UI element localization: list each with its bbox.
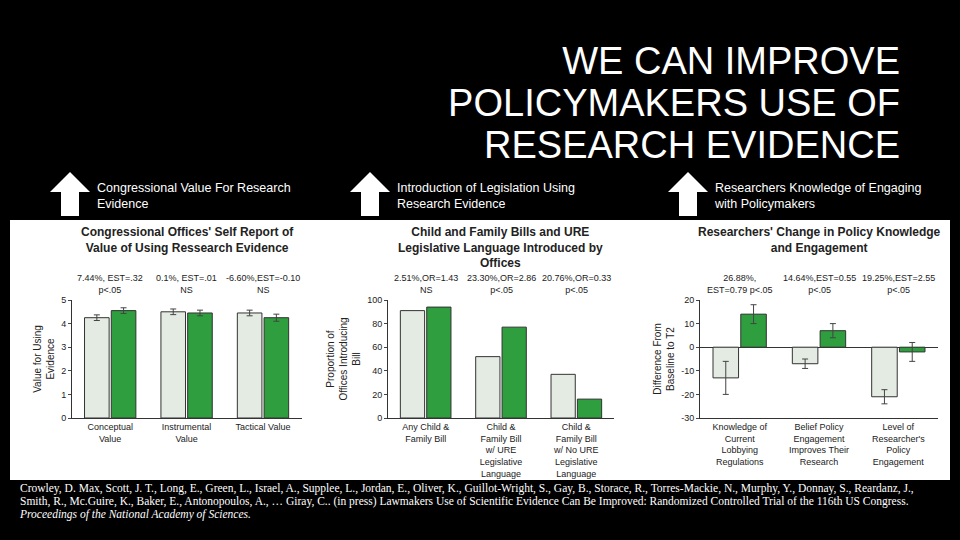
html-text:Introduction of Legislation Us: Introduction of Legislation Using Resear… [397, 181, 575, 211]
svg-text:20: 20 [684, 295, 694, 305]
svg-text:7.44%, EST=.32p<.05: 7.44%, EST=.32p<.05 [77, 273, 143, 295]
svg-text:Child &Family Billw/ URELegisl: Child &Family Billw/ URELegislativeLangu… [480, 422, 523, 479]
svg-text:Knowledge ofCurrentLobbyingReg: Knowledge ofCurrentLobbyingRegulations [712, 422, 767, 467]
svg-text:60: 60 [372, 342, 382, 352]
html-text:WE CAN IMPROVE POLICYMAKERS US: WE CAN IMPROVE POLICYMAKERS USE OF RESEA… [448, 40, 900, 166]
svg-text:-30: -30 [681, 413, 694, 423]
svg-text:Child &Family Billw/ No URELeg: Child &Family Billw/ No URELegislativeLa… [553, 422, 599, 479]
svg-text:40: 40 [372, 366, 382, 376]
svg-text:Congressional Offices' Self Re: Congressional Offices' Self Report ofVal… [81, 225, 294, 255]
svg-text:0: 0 [689, 342, 694, 352]
svg-text:10: 10 [684, 319, 694, 329]
svg-text:Belief PolicyEngagementImprove: Belief PolicyEngagementImproves TheirRes… [789, 422, 849, 467]
svg-text:ConceptualValue: ConceptualValue [87, 422, 133, 444]
svg-text:Tactical Value: Tactical Value [236, 422, 291, 432]
svg-text:Value for UsingEvidence: Value for UsingEvidence [32, 325, 56, 393]
svg-text:0: 0 [61, 413, 66, 423]
svg-text:1: 1 [61, 390, 66, 400]
svg-text:20: 20 [372, 390, 382, 400]
html-text:Crowley, D. Max, Scott, J. T.,: Crowley, D. Max, Scott, J. T., Long, E.,… [20, 482, 914, 507]
svg-text:Level ofResearcher'sPolicyEnga: Level ofResearcher'sPolicyEngagement [872, 422, 925, 467]
svg-text:26.88%,EST=0.79 p<.05: 26.88%,EST=0.79 p<.05 [707, 273, 773, 295]
svg-text:-6.60%,EST=-0.10NS: -6.60%,EST=-0.10NS [226, 273, 300, 295]
svg-text:Any Child &Family Bill: Any Child &Family Bill [402, 422, 449, 444]
svg-text:0: 0 [377, 413, 382, 423]
svg-text:Proportion ofOffices Introduci: Proportion ofOffices IntroducingBill [325, 317, 362, 400]
svg-text:0.1%, EST=.01NS: 0.1%, EST=.01NS [156, 273, 217, 295]
svg-text:80: 80 [372, 319, 382, 329]
svg-text:100: 100 [367, 295, 382, 305]
svg-text:4: 4 [61, 319, 66, 329]
svg-text:Researchers' Change in Policy: Researchers' Change in Policy Knowledgea… [698, 225, 941, 255]
svg-text:5: 5 [61, 295, 66, 305]
svg-text:2: 2 [61, 366, 66, 376]
svg-text:Child and Family Bills and URE: Child and Family Bills and URELegislativ… [398, 225, 603, 270]
svg-text:-20: -20 [681, 390, 694, 400]
html-text:Researchers Knowledge of Engag: Researchers Knowledge of Engaging with P… [715, 181, 922, 211]
svg-text:-10: -10 [681, 366, 694, 376]
svg-text:Difference FromBaseline to T2: Difference FromBaseline to T2 [652, 323, 676, 395]
svg-text:2.51%,OR=1.43NS: 2.51%,OR=1.43NS [394, 273, 458, 295]
svg-text:20.76%,OR=0.33p<.05: 20.76%,OR=0.33p<.05 [542, 273, 611, 295]
svg-text:19.25%,EST=2.55p<.05: 19.25%,EST=2.55p<.05 [862, 273, 935, 295]
html-text:Congressional Value For Resear: Congressional Value For Research Evidenc… [97, 181, 291, 211]
svg-text:23.30%,OR=2.86p<.05: 23.30%,OR=2.86p<.05 [467, 273, 536, 295]
svg-text:14.64%,EST=0.55p<.05: 14.64%,EST=0.55p<.05 [783, 273, 856, 295]
svg-text:InstrumentalValue: InstrumentalValue [162, 422, 212, 444]
html-text:Proceedings of the National Ac: Proceedings of the National Academy of S… [20, 508, 251, 520]
svg-text:3: 3 [61, 342, 66, 352]
